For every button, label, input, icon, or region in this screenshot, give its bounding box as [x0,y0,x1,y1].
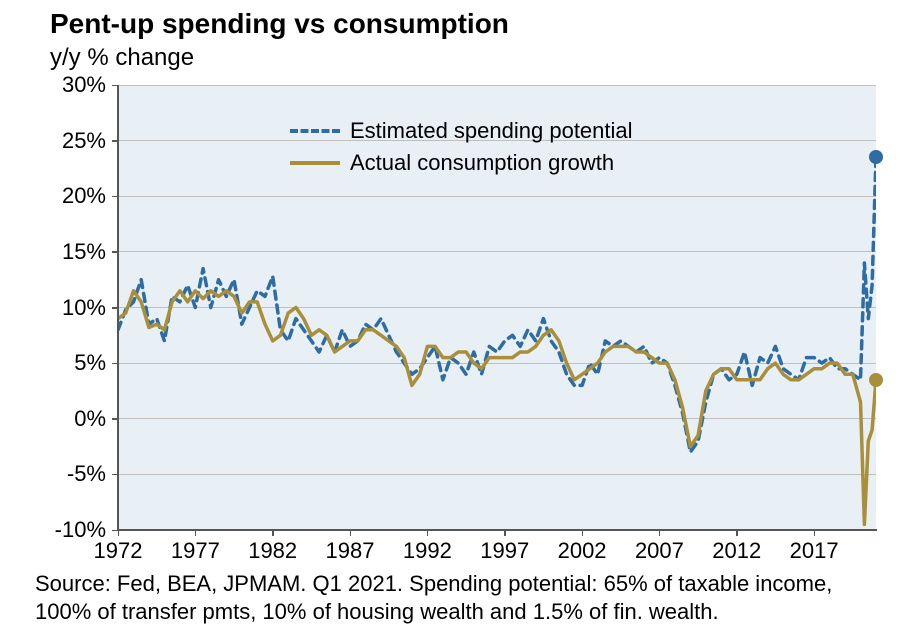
legend-label: Estimated spending potential [350,118,633,144]
legend-item: Actual consumption growth [290,150,614,176]
bottom-axis [117,529,877,531]
legend-swatch [290,161,340,165]
legend-item: Estimated spending potential [290,118,633,144]
chart-container: Pent-up spending vs consumption y/y % ch… [0,0,900,638]
series-lines [0,0,900,638]
legend-label: Actual consumption growth [350,150,614,176]
end-marker [869,373,883,387]
left-axis [117,85,119,531]
series-actual-consumption-growth [118,291,876,525]
series-estimated-spending-potential [118,157,876,452]
source-note: Source: Fed, BEA, JPMAM. Q1 2021. Spendi… [35,570,885,625]
legend-swatch [290,129,340,133]
